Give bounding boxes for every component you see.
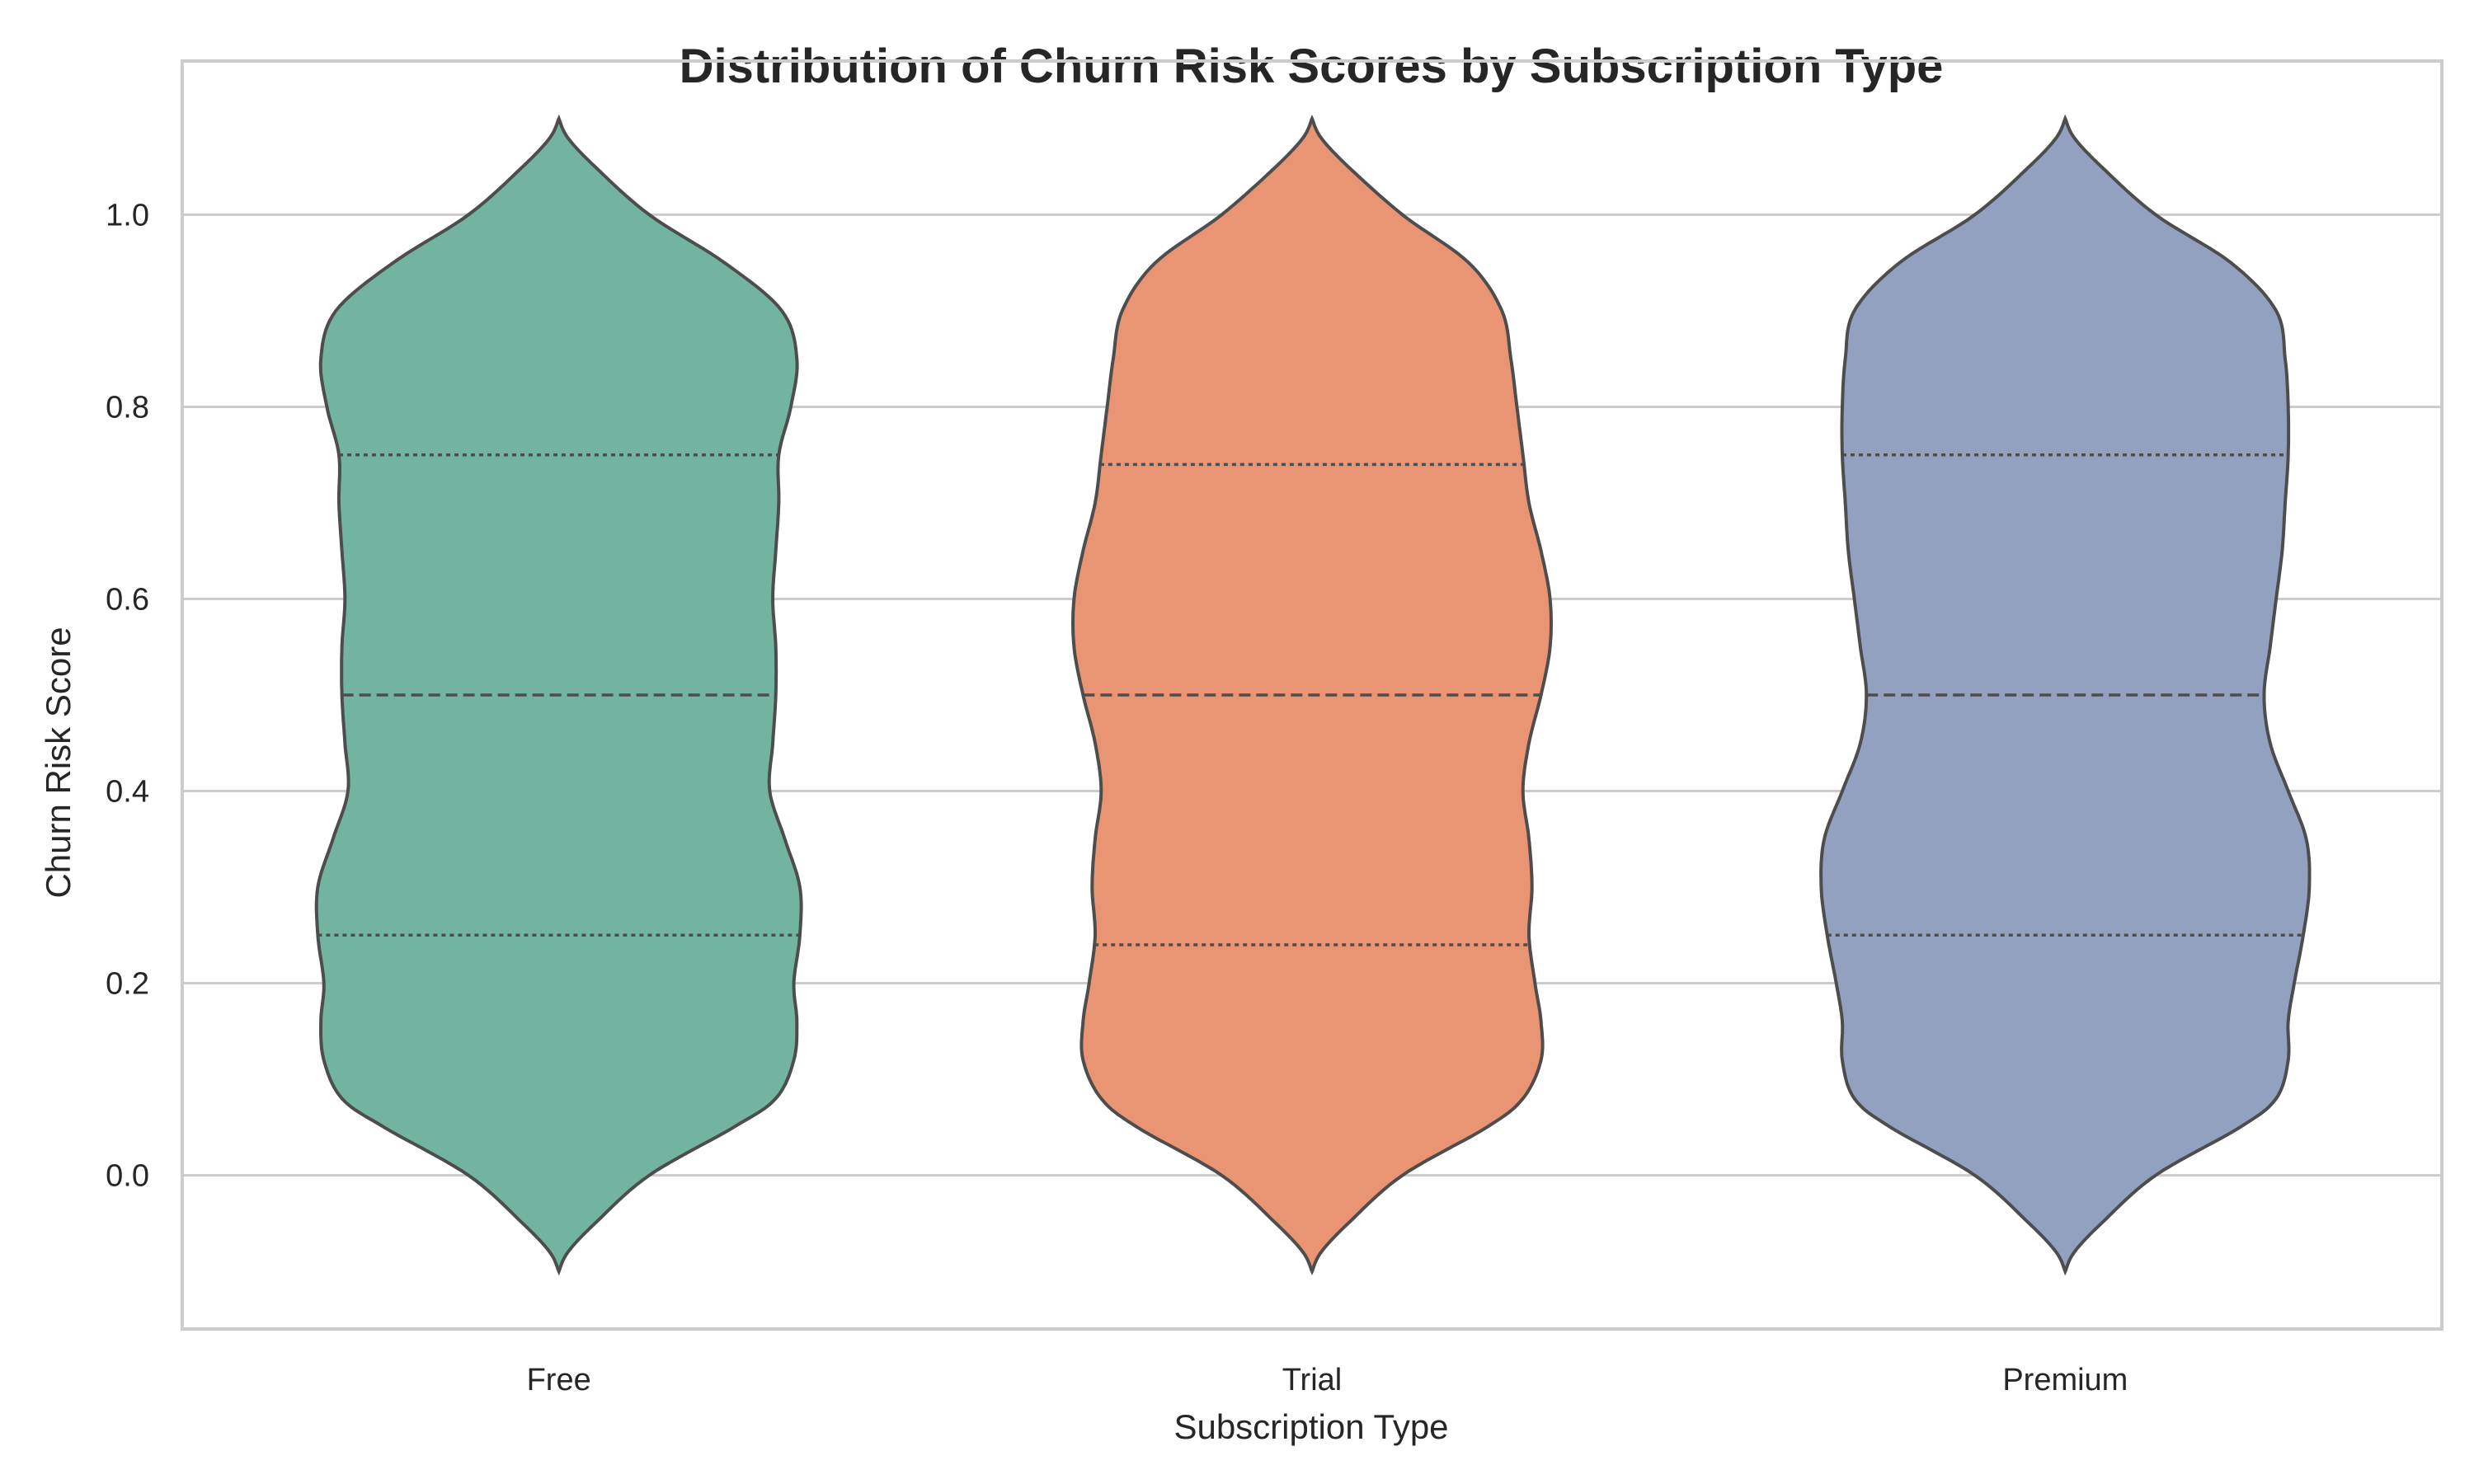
chart-title: Distribution of Churn Risk Scores by Sub…: [680, 40, 1944, 93]
y-tick-label: 0.0: [106, 1159, 149, 1194]
x-axis-label: Subscription Type: [1174, 1407, 1448, 1446]
y-tick-label: 0.8: [106, 390, 149, 425]
x-tick-label: Trial: [1282, 1363, 1342, 1397]
y-axis-label: Churn Risk Score: [39, 627, 78, 898]
y-tick-label: 0.6: [106, 582, 149, 617]
violin-layer: [314, 114, 2312, 1276]
x-tick-label: Premium: [2002, 1363, 2128, 1397]
y-tick-label: 1.0: [106, 198, 149, 232]
y-axis-ticks: 0.0 0.2 0.4 0.6 0.8 1.0: [106, 198, 149, 1193]
x-axis-ticks: Free Trial Premium: [527, 1363, 2128, 1397]
y-tick-label: 0.4: [106, 775, 149, 810]
plot-frame: [181, 59, 2443, 1331]
x-tick-label: Free: [527, 1363, 591, 1397]
y-tick-label: 0.2: [106, 967, 149, 1002]
